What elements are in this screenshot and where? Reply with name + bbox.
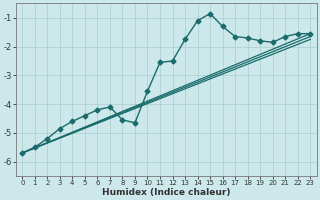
X-axis label: Humidex (Indice chaleur): Humidex (Indice chaleur): [102, 188, 230, 197]
